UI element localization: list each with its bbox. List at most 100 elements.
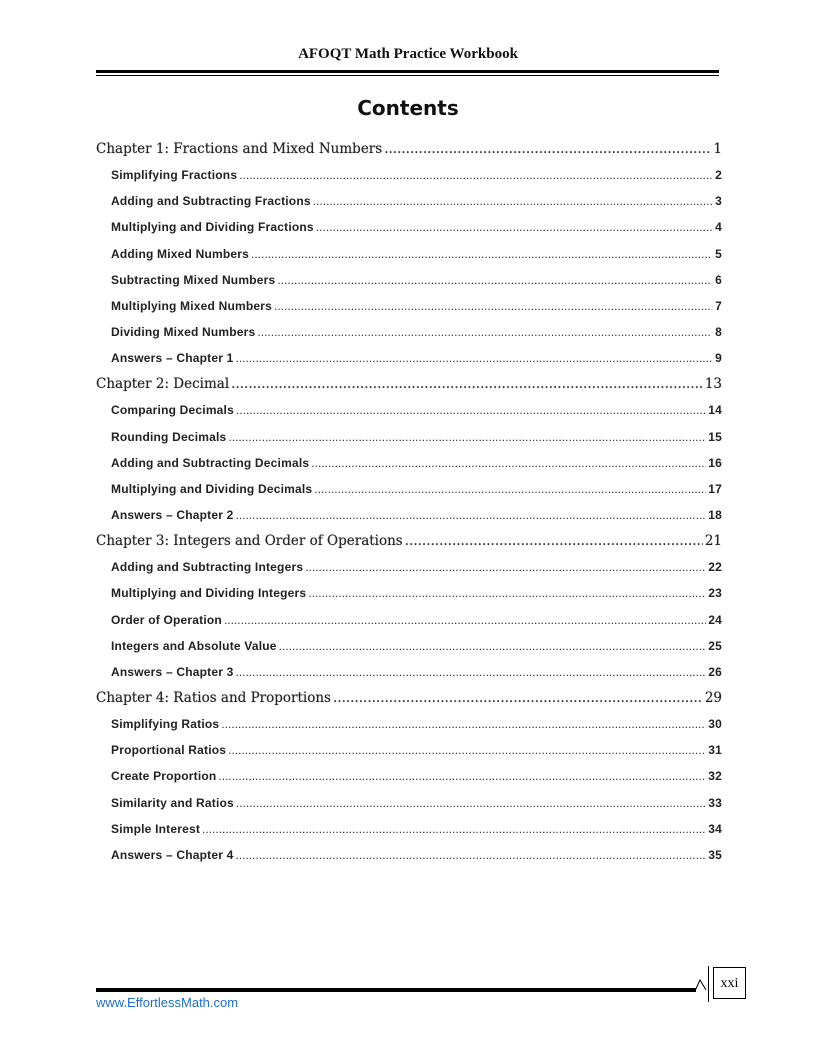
dot-leader <box>305 560 706 574</box>
dot-leader <box>218 769 706 783</box>
toc-page-number: 24 <box>708 612 722 627</box>
website-link[interactable]: www.EffortlessMath.com <box>96 995 239 1010</box>
toc-entry[interactable]: Simplifying Ratios 30 <box>96 711 722 737</box>
dot-leader <box>277 273 712 287</box>
toc-label: Order of Operation <box>111 612 222 627</box>
dot-leader <box>314 482 706 496</box>
toc-page-number: 22 <box>708 560 722 575</box>
toc-entry[interactable]: Simplifying Fractions 2 <box>96 162 722 188</box>
toc-entry[interactable]: Multiplying and Dividing Integers 23 <box>96 580 722 606</box>
toc-entry[interactable]: Adding and Subtracting Fractions 3 <box>96 188 722 214</box>
toc-entry[interactable]: Adding and Subtracting Decimals 16 <box>96 450 722 476</box>
toc-entry[interactable]: Create Proportion 32 <box>96 763 722 789</box>
toc-entry[interactable]: Adding and Subtracting Integers 22 <box>96 554 722 580</box>
toc-label: Comparing Decimals <box>111 403 234 418</box>
toc-chapter[interactable]: Chapter 1: Fractions and Mixed Numbers 1 <box>96 136 722 162</box>
toc-entry[interactable]: Answers – Chapter 2 18 <box>96 502 722 528</box>
dot-leader <box>405 533 703 549</box>
dot-leader <box>202 822 706 836</box>
toc-page-number: 21 <box>704 533 722 550</box>
toc-entry[interactable]: Dividing Mixed Numbers 8 <box>96 319 722 345</box>
toc-label: Adding and Subtracting Integers <box>111 560 304 575</box>
toc-entry[interactable]: Multiplying and Dividing Fractions 4 <box>96 214 722 240</box>
toc-page-number: 31 <box>708 743 722 758</box>
dot-leader <box>316 220 712 234</box>
toc-page-number: 1 <box>713 141 722 158</box>
toc-label: Answers – Chapter 3 <box>111 664 234 679</box>
toc-entry[interactable]: Comparing Decimals 14 <box>96 397 722 423</box>
toc-entry[interactable]: Multiplying and Dividing Decimals 17 <box>96 476 722 502</box>
toc-page-number: 15 <box>708 429 722 444</box>
toc-entry[interactable]: Similarity and Ratios 33 <box>96 790 722 816</box>
header-rule-thin <box>96 75 719 76</box>
toc-page-number: 29 <box>704 690 722 707</box>
toc-label: Simplifying Ratios <box>111 717 220 732</box>
page-number: xxi <box>713 967 746 999</box>
page-title: Contents <box>357 96 459 120</box>
toc-label: Adding Mixed Numbers <box>111 246 250 261</box>
toc-page-number: 7 <box>715 298 722 313</box>
dot-leader <box>236 508 707 522</box>
toc-label: Multiplying and Dividing Fractions <box>111 220 314 235</box>
footer-rule <box>96 988 696 992</box>
toc-page-number: 25 <box>708 638 722 653</box>
dot-leader <box>228 430 706 444</box>
toc-entry[interactable]: Subtracting Mixed Numbers 6 <box>96 267 722 293</box>
toc-label: Integers and Absolute Value <box>111 638 277 653</box>
toc-page-number: 13 <box>704 376 722 393</box>
running-header: AFOQT Math Practice Workbook <box>298 46 518 62</box>
page-number-divider <box>708 966 709 1002</box>
toc-entry[interactable]: Answers – Chapter 4 35 <box>96 842 722 868</box>
toc-chapter[interactable]: Chapter 3: Integers and Order of Operati… <box>96 528 722 554</box>
dot-leader <box>236 796 706 810</box>
toc-page-number: 2 <box>715 168 722 183</box>
toc-label: Create Proportion <box>111 769 217 784</box>
dot-leader <box>257 325 712 339</box>
toc-entry[interactable]: Integers and Absolute Value 25 <box>96 633 722 659</box>
toc-label: Proportional Ratios <box>111 743 227 758</box>
toc-label: Adding and Subtracting Fractions <box>111 194 311 209</box>
toc-page-number: 4 <box>715 220 722 235</box>
dot-leader <box>228 743 706 757</box>
toc-page-number: 14 <box>708 403 722 418</box>
toc-entry[interactable]: Multiplying Mixed Numbers 7 <box>96 293 722 319</box>
dot-leader <box>231 376 703 392</box>
toc-chapter[interactable]: Chapter 4: Ratios and Proportions 29 <box>96 685 722 711</box>
toc-page-number: 34 <box>708 821 722 836</box>
toc-entry[interactable]: Proportional Ratios 31 <box>96 737 722 763</box>
toc-entry[interactable]: Rounding Decimals 15 <box>96 424 722 450</box>
toc-entry[interactable]: Answers – Chapter 1 9 <box>96 345 722 371</box>
toc-entry[interactable]: Adding Mixed Numbers 5 <box>96 241 722 267</box>
dot-leader <box>311 456 706 470</box>
toc-entry[interactable]: Simple Interest 34 <box>96 816 722 842</box>
toc-chapter[interactable]: Chapter 2: Decimal 13 <box>96 371 722 397</box>
dot-leader <box>236 403 706 417</box>
toc-page-number: 33 <box>708 795 722 810</box>
dot-leader <box>251 247 712 261</box>
toc-label: Multiplying Mixed Numbers <box>111 298 273 313</box>
toc-label: Similarity and Ratios <box>111 795 234 810</box>
toc-page-number: 5 <box>715 246 722 261</box>
toc-page-number: 26 <box>708 664 722 679</box>
footer-rule-peak <box>694 978 707 992</box>
toc-label: Multiplying and Dividing Decimals <box>111 481 313 496</box>
toc-label: Rounding Decimals <box>111 429 227 444</box>
toc-page-number: 9 <box>715 351 722 366</box>
toc-label: Answers – Chapter 4 <box>111 847 234 862</box>
dot-leader <box>274 299 712 313</box>
toc-page-number: 6 <box>715 272 722 287</box>
toc-entry[interactable]: Order of Operation 24 <box>96 607 722 633</box>
toc-entry[interactable]: Answers – Chapter 3 26 <box>96 659 722 685</box>
toc-page-number: 3 <box>715 194 722 209</box>
dot-leader <box>221 717 706 731</box>
toc-page-number: 32 <box>708 769 722 784</box>
toc-label: Answers – Chapter 1 <box>111 351 234 366</box>
dot-leader <box>279 639 707 653</box>
toc-label: Simple Interest <box>111 821 201 836</box>
dot-leader <box>236 665 707 679</box>
toc-label: Chapter 3: Integers and Order of Operati… <box>96 533 403 550</box>
dot-leader <box>313 194 712 208</box>
toc-label: Multiplying and Dividing Integers <box>111 586 307 601</box>
toc-page-number: 35 <box>708 847 722 862</box>
toc-page-number: 30 <box>708 717 722 732</box>
